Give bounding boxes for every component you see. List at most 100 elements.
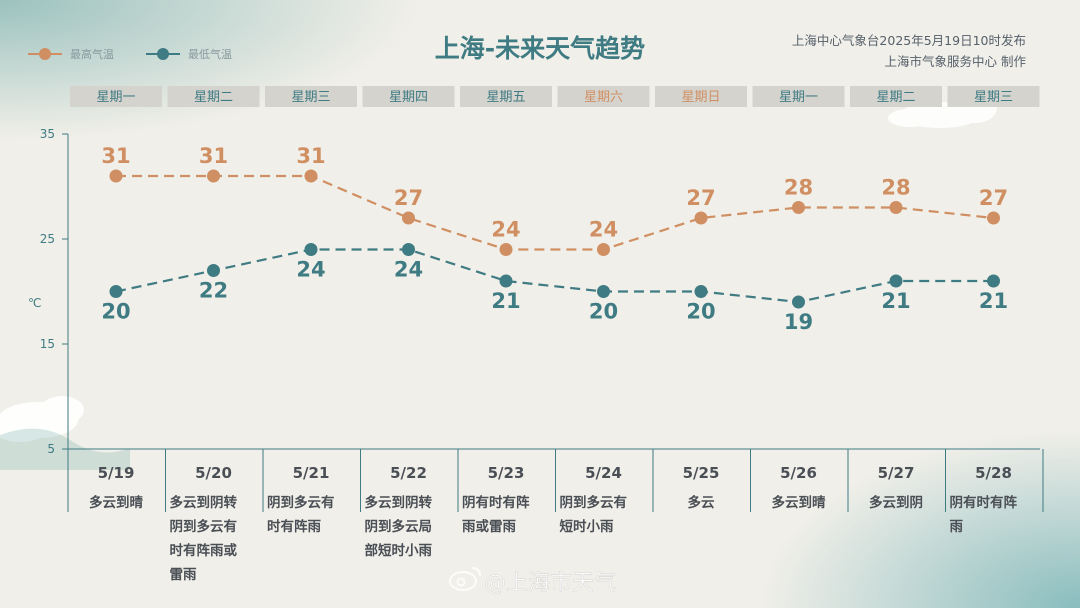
low-temp-line (115, 248, 994, 304)
weekday-label: 星期四 (389, 90, 428, 105)
legend: 最高气温 最低气温 (28, 47, 232, 61)
high-temp-label: 31 (101, 144, 130, 168)
low-temp-point (499, 274, 513, 288)
high-temp-label: 31 (296, 144, 325, 168)
date-label: 5/21 (293, 464, 330, 482)
high-temp-point (207, 169, 220, 183)
high-temp-label: 28 (784, 176, 813, 200)
high-temp-point (402, 211, 415, 225)
date-label: 5/27 (878, 464, 915, 482)
page-title: 上海-未来天气趋势 (435, 34, 645, 63)
top-left-cloud-wash (0, 0, 420, 140)
weekday-label: 星期日 (681, 90, 720, 105)
high-temp-label: 24 (589, 218, 618, 242)
low-temp-label: 21 (881, 289, 910, 313)
maker-text: 上海市气象服务中心 制作 (885, 54, 1027, 69)
date-label: 5/28 (975, 464, 1012, 482)
y-tick-label: 35 (40, 127, 55, 141)
weekday-row: 星期一 星期二 星期三 星期四 星期五 星期六 星期日 星期一 星期二 星期三 (70, 86, 1040, 107)
high-temp-label: 27 (979, 186, 1008, 210)
weather-description: 阴有时有阵 (950, 494, 1018, 511)
low-temp-label: 24 (296, 258, 325, 282)
weekday-cell (752, 86, 845, 107)
weather-description: 阴到多云有 (170, 518, 238, 535)
low-temp-point (109, 285, 123, 298)
date-label: 5/22 (390, 464, 427, 482)
y-tick-label: 5 (47, 442, 55, 456)
high-temp-point (499, 243, 513, 256)
low-temp-point (207, 264, 220, 277)
high-temp-point (597, 243, 610, 256)
cloud-left-icon (0, 396, 84, 442)
weather-description: 时有阵雨 (267, 518, 321, 535)
weekday-label: 星期三 (291, 90, 330, 105)
weather-description: 多云到阴转 (170, 494, 238, 511)
low-temp-label: 22 (199, 279, 228, 303)
weekday-cell (362, 86, 455, 107)
weather-description: 短时小雨 (560, 518, 614, 535)
low-temp-label: 24 (394, 258, 423, 282)
high-temp-point (109, 169, 123, 183)
low-temp-label: 20 (589, 300, 618, 324)
weekday-cell (947, 86, 1040, 107)
y-tick-label: 25 (40, 232, 55, 246)
watermark: @上海市天气 (449, 567, 616, 596)
low-temp-point (987, 274, 1000, 288)
weekday-cell (557, 86, 650, 107)
high-temp-point (694, 211, 708, 225)
weather-description: 雨或雷雨 (462, 518, 516, 535)
legend-high-label: 最高气温 (70, 47, 114, 61)
forecast-table: 5/19多云到晴5/20多云到阴转阴到多云有时有阵雨或雷雨5/21阴到多云有时有… (67, 448, 1044, 583)
weekday-label: 星期六 (584, 90, 623, 105)
weekday-label: 星期二 (194, 90, 233, 105)
low-temp-label: 21 (979, 289, 1008, 313)
weather-description: 多云 (688, 494, 716, 511)
weather-description: 多云到阴转 (365, 494, 433, 511)
high-temp-line (116, 174, 994, 251)
weather-description: 多云到晴 (772, 494, 826, 511)
date-label: 5/25 (683, 464, 720, 482)
weekday-cell (167, 86, 260, 107)
low-temp-label: 19 (784, 310, 813, 334)
date-label: 5/20 (195, 464, 232, 482)
weekday-label: 星期一 (96, 90, 135, 105)
legend-low-marker-icon (157, 48, 169, 60)
high-temp-point (889, 201, 903, 214)
weather-description: 阴到多云有 (267, 494, 335, 511)
legend-low-label: 最低气温 (188, 47, 232, 61)
date-label: 5/23 (488, 464, 525, 482)
low-temp-point (402, 243, 415, 256)
series-layer: 31 31 31 27 24 24 27 28 28 27 20 22 24 24 21 20 20 19 21 21 (101, 144, 1008, 334)
weather-description: 部短时小雨 (365, 542, 433, 559)
bottom-right-cloud-wash (760, 430, 1080, 608)
low-temp-point (304, 243, 318, 256)
weekday-label: 星期二 (876, 90, 915, 105)
low-temp-label: 21 (491, 289, 520, 313)
weather-description: 时有阵雨或 (170, 542, 238, 559)
high-temp-label: 28 (881, 176, 910, 200)
weather-description: 阴到多云局 (365, 518, 433, 535)
weather-description: 阴到多云有 (560, 494, 628, 511)
y-axis: 5 15 25 35 (40, 127, 69, 509)
weather-description: 雷雨 (170, 566, 197, 583)
high-temp-label: 27 (686, 186, 715, 210)
weekday-cell (655, 86, 747, 107)
high-temp-label: 27 (394, 186, 423, 210)
high-temp-point (987, 211, 1000, 225)
date-label: 5/26 (780, 464, 817, 482)
legend-high-marker-icon (39, 48, 51, 60)
weekday-cell (265, 86, 357, 107)
weather-description: 雨 (950, 519, 964, 535)
weibo-logo-icon (449, 567, 481, 591)
y-tick-label: 15 (40, 337, 55, 351)
weekday-cell (460, 86, 552, 107)
issuer-text: 上海中心气象台2025年5月19日10时发布 (792, 33, 1026, 48)
low-temp-point (792, 295, 805, 309)
high-temp-point (304, 169, 318, 183)
high-temp-point (792, 201, 805, 214)
weekday-label: 星期三 (974, 90, 1013, 105)
y-axis-unit-label: ℃ (28, 296, 41, 310)
low-temp-label: 20 (686, 300, 715, 324)
